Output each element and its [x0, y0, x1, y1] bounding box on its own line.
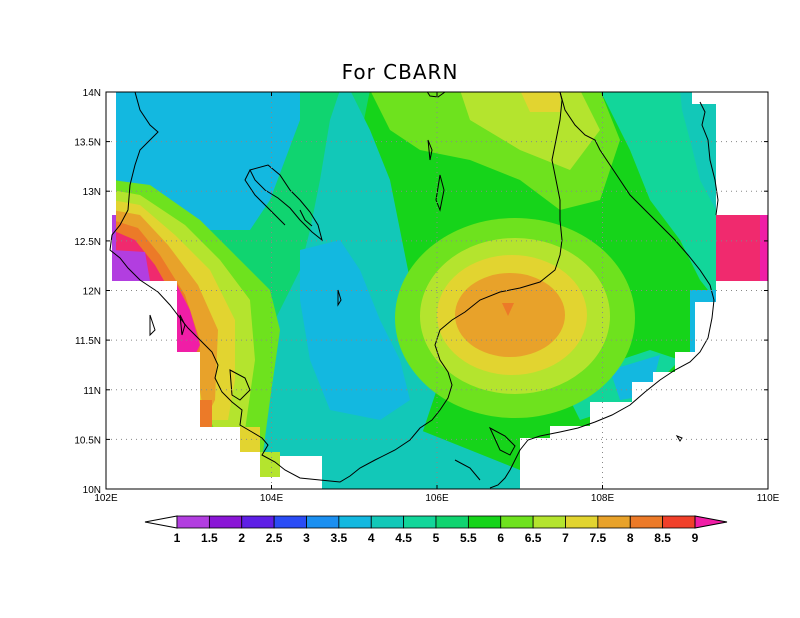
colorbar-arrow-low — [144, 515, 178, 529]
colorbar-swatch — [176, 515, 210, 529]
map-title: For CBARN — [341, 60, 459, 84]
colorbar-label: 1 — [174, 531, 181, 545]
colorbar-swatch — [435, 515, 469, 529]
colorbar-swatch — [662, 515, 696, 529]
colorbar-swatch — [370, 515, 405, 529]
colorbar-label: 8 — [627, 531, 634, 545]
longitude-labels: 102E 104E 106E 108E 110E — [94, 493, 779, 504]
colorbar-swatch — [241, 515, 275, 529]
lat-label: 14N — [83, 88, 101, 99]
colorbar-arrow-high — [694, 515, 728, 529]
lat-label: 11.5N — [75, 336, 101, 347]
lon-label: 106E — [425, 493, 449, 504]
colorbar-label: 5.5 — [460, 531, 477, 545]
lat-label: 13.5N — [74, 138, 101, 149]
colorbar-label: 4 — [368, 531, 375, 545]
lat-label: 10.5N — [74, 435, 101, 446]
colorbar — [144, 515, 728, 529]
colorbar-swatch — [597, 515, 631, 529]
lon-label: 102E — [94, 493, 118, 504]
axis-ticks — [105, 91, 769, 490]
colorbar-swatch — [532, 515, 566, 529]
colorbar-label: 1.5 — [201, 531, 218, 545]
colorbar-labels: 1 1.5 2 2.5 3 3.5 4 4.5 5 5.5 6 6.5 7 7.5 8 8.5 9 — [174, 531, 699, 545]
colorbar-swatch — [208, 515, 243, 529]
colorbar-label: 7 — [562, 531, 569, 545]
colorbar-swatch — [273, 515, 307, 529]
colorbar-swatch — [467, 515, 502, 529]
lat-label: 12.5N — [74, 237, 101, 248]
colorbar-label: 2 — [238, 531, 245, 545]
colorbar-label: 9 — [692, 531, 699, 545]
colorbar-label: 6.5 — [525, 531, 542, 545]
lon-label: 110E — [757, 493, 780, 504]
colorbar-swatch — [403, 515, 437, 529]
colorbar-label: 4.5 — [395, 531, 412, 545]
colorbar-swatch — [306, 515, 340, 529]
lat-label: 11N — [83, 386, 101, 397]
lat-label: 12N — [83, 287, 101, 298]
colorbar-label: 2.5 — [266, 531, 283, 545]
colorbar-swatch — [629, 515, 664, 529]
colorbar-label: 8.5 — [654, 531, 671, 545]
colorbar-label: 3.5 — [331, 531, 348, 545]
colorbar-label: 6 — [497, 531, 504, 545]
gridlines — [106, 92, 768, 489]
coastlines — [109, 92, 719, 489]
colorbar-label: 7.5 — [590, 531, 607, 545]
lon-label: 104E — [260, 493, 284, 504]
colorbar-swatch — [500, 515, 534, 529]
lon-label: 108E — [591, 493, 615, 504]
lat-label: 10N — [83, 485, 101, 496]
colorbar-swatch — [565, 515, 599, 529]
colorbar-label: 5 — [433, 531, 440, 545]
colorbar-swatch — [338, 515, 372, 529]
latitude-labels: 14N 13.5N 13N 12.5N 12N 11.5N 11N 10.5N … — [74, 88, 101, 496]
colorbar-label: 3 — [303, 531, 310, 545]
lat-label: 13N — [83, 187, 101, 198]
